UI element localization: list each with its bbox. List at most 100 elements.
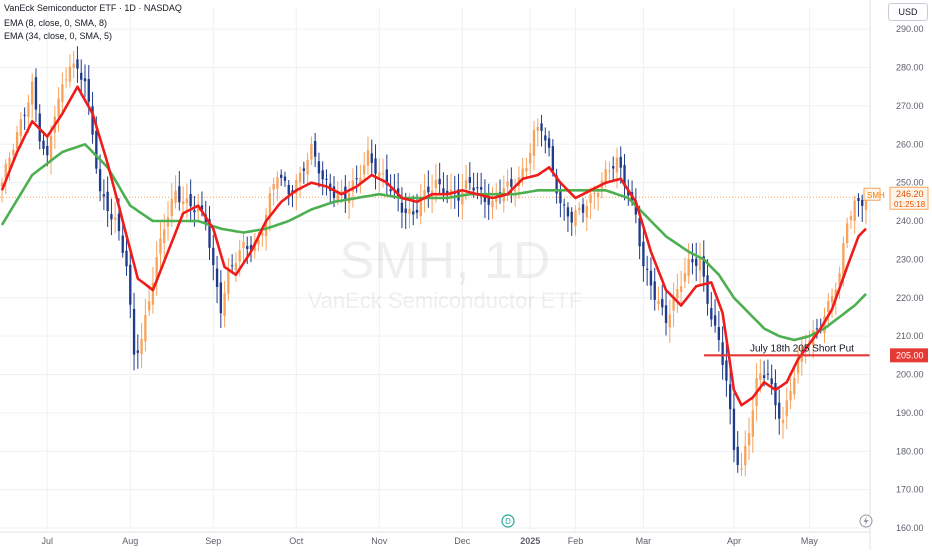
candle-body [464, 180, 468, 189]
candle-body [510, 179, 513, 187]
candle-body [796, 358, 800, 374]
candle-body [679, 286, 683, 292]
x-tick-label: Nov [371, 536, 388, 546]
candle-body [408, 208, 411, 214]
candle-body [129, 264, 132, 305]
candle-body [155, 257, 158, 283]
lightning-icon [863, 516, 869, 526]
candle-body [563, 204, 566, 206]
candle-body [246, 246, 249, 249]
candle-body [834, 289, 837, 299]
candle-body [61, 84, 64, 103]
candle-body [31, 81, 34, 105]
candle-body [653, 281, 656, 300]
candle-body [230, 265, 234, 267]
candle-body [487, 197, 490, 205]
candle-body [762, 375, 766, 379]
candle-body [438, 178, 441, 185]
candle-body [23, 114, 26, 116]
candle-body [751, 410, 754, 437]
y-tick-label: 270.00 [896, 101, 924, 111]
candle-body [702, 256, 705, 277]
short-put-annotation[interactable]: July 18th 205 Short Put [750, 343, 854, 354]
candle-body [491, 200, 494, 208]
x-tick-label: Dec [454, 536, 471, 546]
candle-body [706, 275, 709, 304]
candle-body [415, 209, 419, 213]
candle-body [117, 213, 121, 232]
y-tick-label: 220.00 [896, 293, 924, 303]
candle-body [744, 445, 747, 466]
candle-body [532, 130, 536, 156]
candle-body [736, 446, 739, 466]
currency-button[interactable]: USD [888, 3, 928, 21]
candle-body [664, 305, 668, 323]
candle-body [593, 192, 596, 194]
x-tick-label: Apr [727, 536, 741, 546]
ema-fast-legend[interactable]: EMA (8, close, 0, SMA, 8) [4, 18, 108, 28]
candle-body [766, 373, 770, 375]
x-tick-label: May [801, 536, 819, 546]
candle-body [642, 241, 645, 267]
candle-body [544, 135, 547, 141]
candle-body [649, 270, 653, 286]
last-price-value: 246.20 [896, 189, 924, 199]
candle-body [193, 210, 196, 213]
candle-body [306, 159, 309, 175]
candle-body [359, 177, 362, 184]
candle-body [404, 208, 407, 213]
candle-body [717, 327, 721, 341]
candle-body [710, 308, 713, 320]
candle-body [215, 268, 219, 288]
candle-body [808, 340, 811, 342]
candle-body [676, 289, 679, 299]
x-tick-label: Aug [122, 536, 138, 546]
candle-body [830, 296, 834, 303]
candle-body [366, 150, 370, 166]
candle-body [227, 269, 230, 294]
candle-body [536, 127, 539, 131]
candle-body [200, 205, 204, 210]
candle-body [280, 174, 283, 178]
candle-body [427, 186, 430, 193]
ema-slow-legend[interactable]: EMA (34, close, 0, SMA, 5) [4, 31, 113, 41]
candle-body [657, 300, 660, 305]
candle-body [604, 169, 607, 183]
candle-body [804, 344, 807, 348]
candle-body [713, 315, 717, 326]
candle-body [261, 232, 264, 236]
candle-body [57, 98, 60, 117]
candle-body [513, 189, 517, 192]
candle-body [623, 164, 626, 187]
candle-body [845, 223, 849, 244]
y-tick-label: 230.00 [896, 254, 924, 264]
chart-title: VanEck Semiconductor ETF · 1D · NASDAQ [4, 3, 182, 13]
candle-body [698, 258, 702, 271]
candle-body [506, 181, 509, 187]
candle-body [608, 170, 611, 172]
ema-slow-line [0, 143, 867, 342]
candle-body [283, 176, 287, 181]
candle-body [140, 338, 143, 355]
candle-body [147, 301, 151, 311]
candle-body [234, 263, 238, 271]
candle-body [223, 292, 226, 316]
candle-body [770, 378, 773, 385]
candle-body [472, 187, 475, 191]
candle-body [823, 316, 826, 334]
candle-body [257, 240, 260, 245]
dividend-event-icon[interactable] [501, 514, 515, 528]
candle-body [793, 378, 796, 395]
y-tick-label: 160.00 [896, 523, 924, 533]
candle-body [325, 178, 328, 180]
candle-body [4, 164, 7, 180]
candle-body [310, 144, 313, 160]
candle-body [136, 350, 139, 353]
candle-body [759, 373, 762, 380]
candle-body [287, 184, 290, 195]
candle-body [479, 187, 483, 190]
x-tick-label: Feb [568, 536, 584, 546]
candle-body [687, 258, 690, 277]
